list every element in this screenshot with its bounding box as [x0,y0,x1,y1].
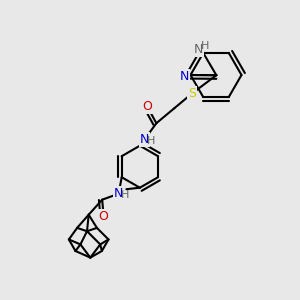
Text: O: O [142,100,152,113]
Text: S: S [188,87,196,100]
Text: H: H [147,136,155,146]
Text: N: N [114,187,123,200]
Text: N: N [140,133,149,146]
Text: N: N [180,70,189,83]
Text: H: H [121,190,130,200]
Text: O: O [99,210,109,223]
Text: N: N [194,44,203,56]
Text: H: H [201,41,209,51]
